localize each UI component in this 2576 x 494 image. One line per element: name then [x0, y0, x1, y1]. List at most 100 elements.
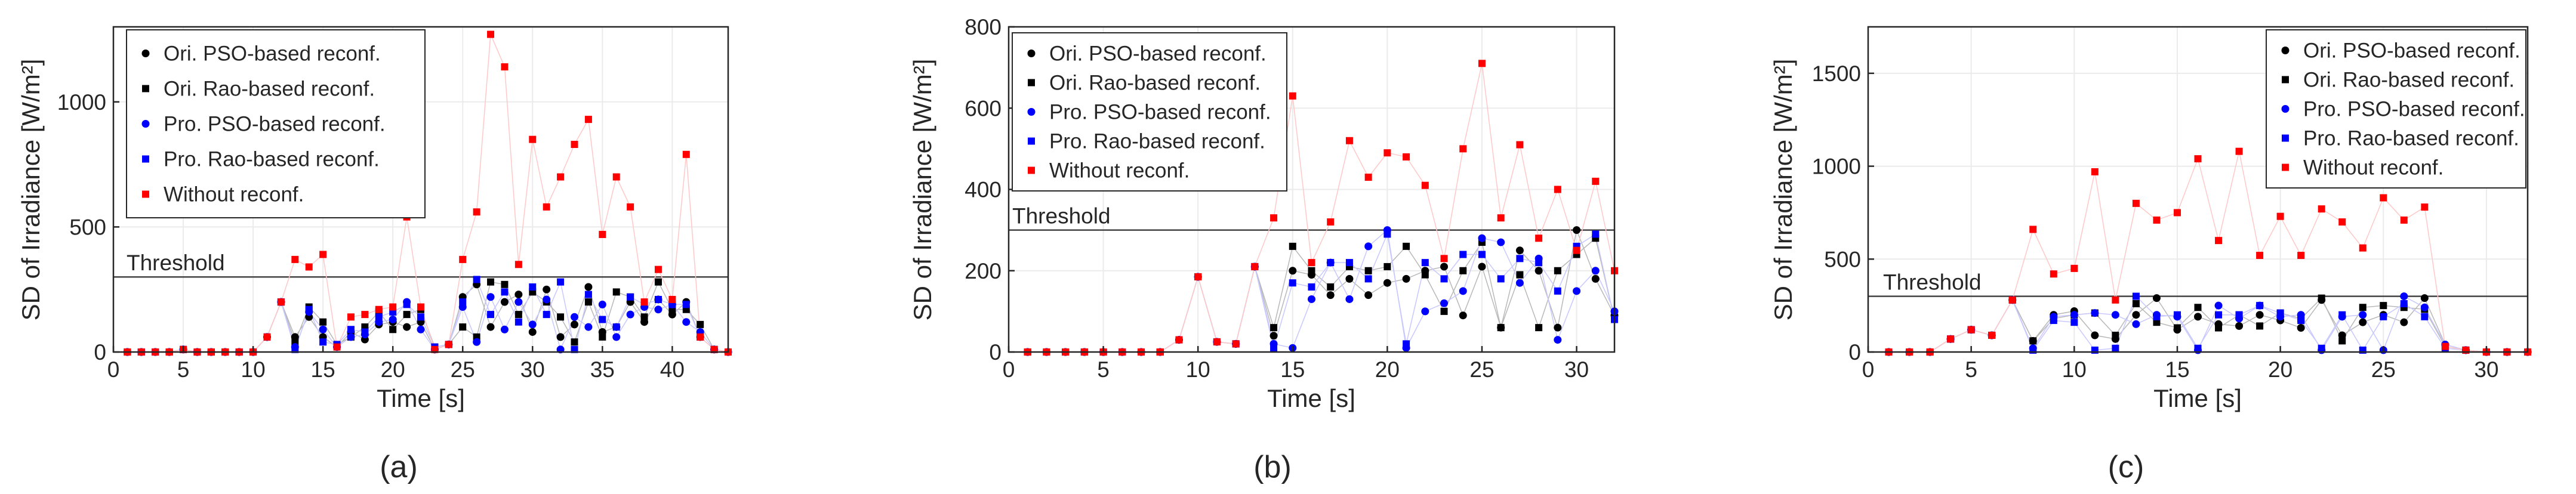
legend-marker-without-reconf	[142, 190, 149, 198]
data-point	[1270, 344, 1278, 352]
data-point	[584, 298, 592, 306]
data-point	[1403, 242, 1410, 250]
data-point	[2380, 302, 2387, 310]
legend-label: Ori. PSO-based reconf.	[2303, 39, 2520, 63]
data-point	[1516, 271, 1524, 279]
data-point	[2214, 301, 2223, 310]
data-point	[529, 135, 537, 143]
data-point	[1289, 242, 1296, 250]
legend-label: Without reconf.	[1049, 159, 1190, 183]
x-tick-label: 20	[381, 357, 405, 382]
data-point	[2235, 311, 2243, 319]
legend-box	[126, 29, 426, 218]
data-point	[1534, 267, 1543, 275]
data-point	[417, 313, 424, 321]
x-tick-label: 20	[1375, 357, 1400, 382]
data-point	[654, 305, 663, 314]
data-point	[1554, 186, 1561, 193]
data-point	[2256, 302, 2264, 310]
data-point	[473, 276, 480, 283]
data-point	[1440, 299, 1449, 307]
data-point	[571, 313, 578, 321]
x-tick-label: 20	[2268, 357, 2292, 382]
x-tick-label: 35	[590, 357, 615, 382]
data-point	[459, 298, 467, 306]
data-point	[584, 323, 593, 331]
legend-marker-ori-rao-based-reconf	[2282, 76, 2289, 84]
data-point	[319, 325, 327, 334]
x-tick-label: 5	[1965, 357, 1977, 382]
data-point	[2380, 194, 2387, 202]
data-point	[1459, 145, 1467, 153]
data-point	[654, 265, 662, 273]
data-point	[291, 255, 299, 263]
legend-marker-ori-pso-based-reconf	[2281, 47, 2290, 54]
data-point	[1515, 246, 1524, 255]
data-point	[2153, 216, 2161, 224]
x-tick-label: 0	[1862, 357, 1875, 382]
data-point	[514, 318, 522, 326]
x-axis-label: Time [s]	[1267, 384, 1355, 412]
data-point	[2235, 147, 2243, 155]
data-point	[2215, 311, 2223, 319]
data-point	[473, 338, 481, 346]
data-point	[1270, 214, 1278, 222]
data-point	[1497, 238, 1505, 246]
legend-marker-pro-rao-based-reconf	[142, 155, 149, 163]
data-point	[1308, 259, 1315, 267]
data-point	[2173, 311, 2181, 319]
data-point	[1478, 234, 1486, 242]
data-point	[697, 333, 704, 341]
data-point	[486, 293, 495, 301]
data-point	[1516, 141, 1524, 149]
data-point	[375, 305, 383, 313]
data-point	[1364, 291, 1373, 300]
data-point	[2235, 322, 2244, 330]
data-point	[2276, 212, 2284, 220]
data-point	[501, 63, 509, 71]
data-point	[584, 116, 592, 124]
data-point	[1308, 283, 1315, 291]
data-point	[2132, 199, 2140, 207]
data-point	[598, 300, 606, 308]
data-point	[501, 288, 509, 296]
data-point	[1421, 259, 1429, 267]
x-tick-label: 25	[451, 357, 475, 382]
data-point	[333, 343, 341, 351]
legend: Ori. PSO-based reconf. Ori. Rao-based rec…	[1012, 32, 1287, 192]
data-point	[2276, 309, 2284, 317]
data-point	[1554, 267, 1561, 274]
data-point	[2132, 311, 2140, 319]
data-point	[2297, 252, 2305, 260]
data-point	[2421, 203, 2429, 211]
data-point	[1175, 336, 1183, 344]
x-tick-label: 15	[1280, 357, 1305, 382]
y-tick-label: 0	[989, 340, 1002, 365]
legend-label: Pro. PSO-based reconf.	[2303, 98, 2525, 121]
x-tick-label: 40	[660, 357, 685, 382]
data-point	[2297, 324, 2305, 332]
data-point	[347, 333, 355, 341]
y-tick-label: 500	[1824, 247, 1861, 271]
data-point	[2029, 337, 2037, 345]
data-point	[682, 318, 691, 326]
data-point	[2421, 313, 2429, 320]
data-point	[626, 310, 634, 319]
data-point	[640, 313, 648, 321]
data-point	[1269, 332, 1278, 340]
chart-panel-a: Threshold 0 5 10 15 20 25 30 35 40 0 500 1000 Time [s…	[17, 26, 732, 484]
legend-label: Without reconf.	[2303, 156, 2443, 180]
data-point	[459, 255, 467, 263]
y-tick-label: 400	[965, 178, 1002, 202]
legend: Ori. PSO-based reconf. Ori. Rao-based rec…	[126, 29, 426, 218]
data-point	[1327, 259, 1335, 267]
legend-label: Pro. Rao-based reconf.	[1049, 130, 1265, 153]
data-point	[612, 323, 620, 331]
data-point	[2215, 324, 2223, 332]
data-point	[1592, 177, 1600, 185]
data-point	[403, 301, 411, 308]
data-point	[1947, 335, 1955, 343]
data-point	[543, 311, 550, 319]
data-point	[486, 323, 495, 331]
data-point	[1478, 251, 1486, 258]
